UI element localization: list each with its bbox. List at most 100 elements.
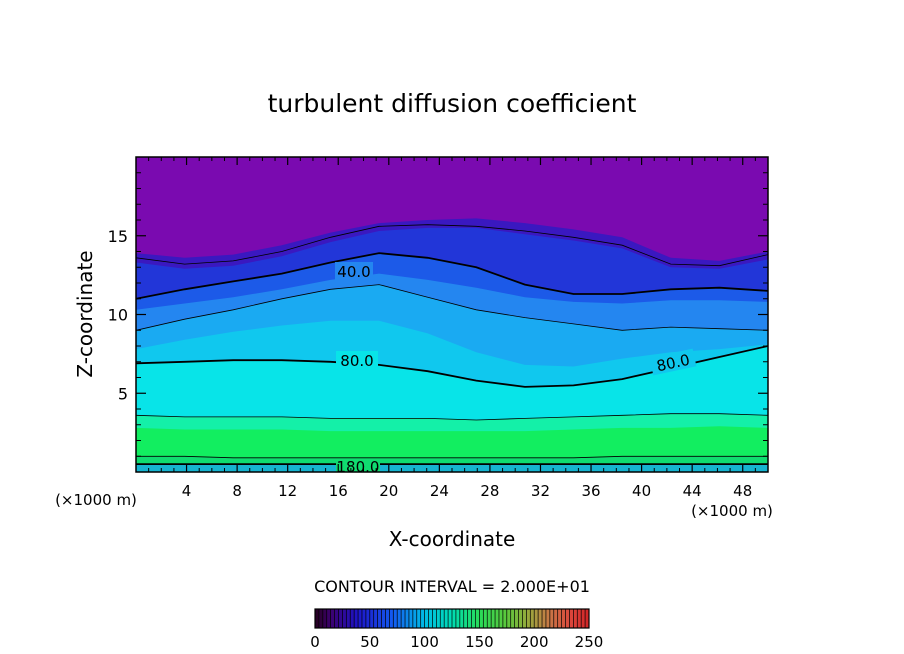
colorbar-swatch xyxy=(420,609,425,628)
colorbar-swatch xyxy=(483,609,488,628)
x-tick-label: 28 xyxy=(480,482,499,500)
colorbar-swatch xyxy=(569,609,574,628)
colorbar-swatch xyxy=(334,609,339,628)
colorbar-swatch xyxy=(432,609,437,628)
colorbar-swatch xyxy=(389,609,394,628)
colorbar-swatch xyxy=(585,609,590,628)
contour-line-100 xyxy=(136,413,768,421)
colorbar-swatch xyxy=(373,609,378,628)
x-tick-label: 48 xyxy=(733,482,752,500)
colorbar-swatch xyxy=(495,609,500,628)
colorbar-swatch xyxy=(338,609,343,628)
colorbar-tick-label: 150 xyxy=(465,633,494,651)
colorbar-swatch xyxy=(581,609,586,628)
x-tick-label: 12 xyxy=(278,482,297,500)
colorbar-swatch xyxy=(377,609,382,628)
colorbar-swatch xyxy=(342,609,347,628)
x-tick-label: 44 xyxy=(683,482,702,500)
x-unit-right: (×1000 m) xyxy=(691,502,773,520)
colorbar-swatch xyxy=(561,609,566,628)
colorbar-swatch xyxy=(315,609,320,628)
colorbar-swatch xyxy=(397,609,402,628)
colorbar-swatch xyxy=(401,609,406,628)
colorbar-swatch xyxy=(365,609,370,628)
x-tick-label: 32 xyxy=(531,482,550,500)
contour-label-80-left: 80.0 xyxy=(340,352,373,370)
contour-bands xyxy=(136,157,768,472)
colorbar-swatch xyxy=(487,609,492,628)
colorbar-swatch xyxy=(506,609,511,628)
colorbar-swatch xyxy=(322,609,327,628)
x-tick-label: 20 xyxy=(379,482,398,500)
y-tick-label: 5 xyxy=(118,384,128,403)
contour-label-180: 180.0 xyxy=(337,458,380,476)
y-tick-label: 15 xyxy=(108,227,128,246)
colorbar-swatch xyxy=(393,609,398,628)
colorbar-swatch xyxy=(573,609,578,628)
colorbar-swatch xyxy=(346,609,351,628)
colorbar-swatch xyxy=(428,609,433,628)
x-axis: 4 8 12 16 20 24 28 32 36 40 44 48 xyxy=(148,157,756,500)
colorbar-swatch xyxy=(463,609,468,628)
colorbar-swatch xyxy=(518,609,523,628)
contour-interval-text: CONTOUR INTERVAL = 2.000E+01 xyxy=(314,577,590,596)
contour-line-20 xyxy=(136,224,768,267)
colorbar-swatch xyxy=(498,609,504,628)
colorbar-swatch xyxy=(452,609,457,628)
colorbar-swatch xyxy=(354,609,359,628)
colorbar-swatch xyxy=(565,609,570,628)
colorbar-frame xyxy=(314,608,590,629)
colorbar-swatch xyxy=(358,609,363,628)
colorbar-swatch xyxy=(448,609,453,628)
x-tick-label: 36 xyxy=(581,482,600,500)
x-tick-label: 24 xyxy=(430,482,449,500)
colorbar-swatch xyxy=(502,609,507,628)
colorbar-swatch xyxy=(412,609,417,628)
contour-line-40 xyxy=(136,252,768,300)
x-unit-left: (×1000 m) xyxy=(55,491,137,509)
x-tick-label: 16 xyxy=(329,482,348,500)
colorbar-swatch xyxy=(479,609,484,628)
colorbar-swatch xyxy=(549,609,554,628)
colorbar xyxy=(314,608,590,629)
colorbar-swatch xyxy=(510,609,515,628)
colorbar-swatch xyxy=(542,609,547,628)
contour-line-160 xyxy=(136,455,768,459)
colorbar-swatch xyxy=(471,609,476,628)
colorbar-swatch xyxy=(577,609,582,628)
colorbar-tick-label: 250 xyxy=(575,633,604,651)
colorbar-swatch xyxy=(514,609,519,628)
colorbar-swatch xyxy=(459,609,464,628)
colorbar-tick-label: 200 xyxy=(520,633,549,651)
colorbar-swatch xyxy=(424,609,429,628)
colorbar-swatch xyxy=(475,609,480,628)
contour-line-60 xyxy=(136,284,768,331)
colorbar-swatch xyxy=(326,609,331,628)
y-axis: 5 10 15 xyxy=(108,172,768,457)
colorbar-swatch xyxy=(416,609,421,628)
colorbar-swatch xyxy=(330,609,335,628)
colorbar-tick-label: 100 xyxy=(410,633,439,651)
colorbar-swatch xyxy=(381,609,386,628)
colorbar-swatch xyxy=(553,609,558,628)
colorbar-swatch xyxy=(444,609,449,628)
colorbar-swatch xyxy=(350,609,355,628)
colorbar-swatch xyxy=(405,609,410,628)
colorbar-swatch xyxy=(534,609,539,628)
colorbar-tick-label: 0 xyxy=(310,633,320,651)
colorbar-swatch xyxy=(318,609,324,628)
y-tick-label: 10 xyxy=(108,306,128,325)
colorbar-swatch xyxy=(530,609,535,628)
colorbar-swatch xyxy=(455,609,461,628)
colorbar-swatch xyxy=(467,609,472,628)
colorbar-swatch xyxy=(538,609,543,628)
colorbar-ticks: 0 50 100 150 200 250 xyxy=(310,633,603,651)
x-tick-label: 40 xyxy=(632,482,651,500)
colorbar-swatch xyxy=(369,609,374,628)
x-tick-label: 4 xyxy=(182,482,192,500)
x-axis-label: X-coordinate xyxy=(389,527,516,551)
colorbar-swatch xyxy=(522,609,527,628)
colorbar-swatch xyxy=(408,609,414,628)
colorbar-swatch xyxy=(557,609,562,628)
colorbar-swatch xyxy=(361,609,367,628)
